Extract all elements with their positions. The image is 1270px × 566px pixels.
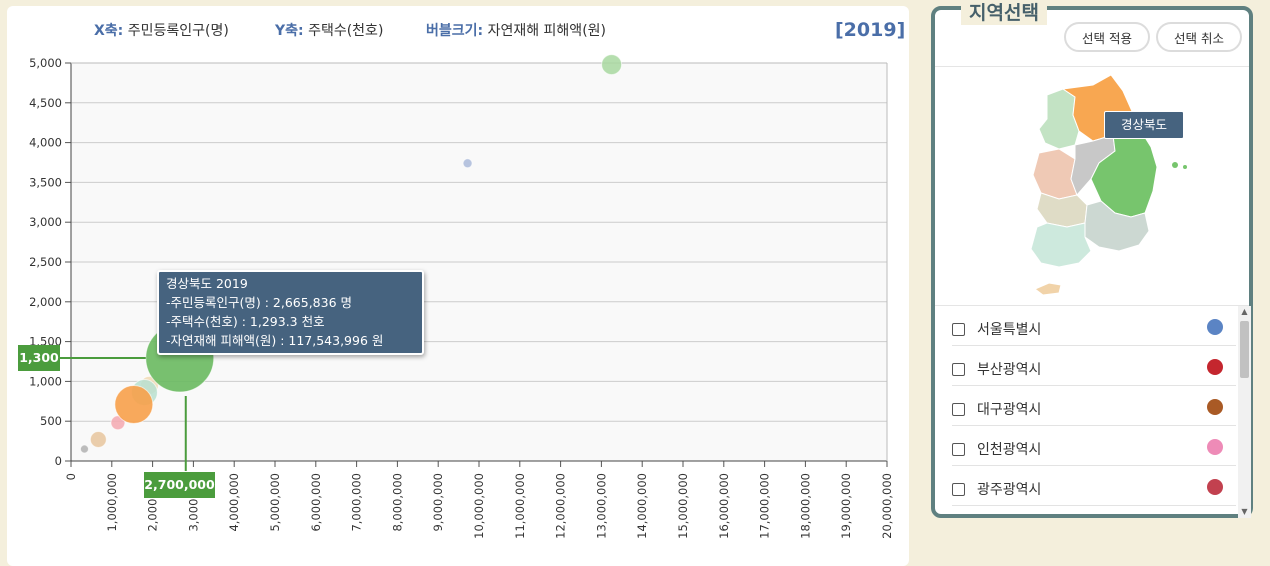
legend-size-value: 자연재해 피해액(원) [487,23,606,39]
x-tick-label: 6,000,000 [309,473,323,532]
scroll-thumb[interactable] [1240,321,1249,378]
bubble-tooltip: 경상북도 2019 -주민등록인구(명) : 2,665,836 명 -주택수(… [157,270,424,355]
y-tick-label: 5,000 [29,56,62,70]
x-tick-label: 1,000,000 [105,473,119,532]
map-region-chungnam[interactable] [1032,148,1078,200]
region-checkbox[interactable] [952,403,965,416]
map-region-jeju[interactable] [1034,282,1062,296]
x-tick-label: 9,000,000 [431,473,445,532]
bubble-point [462,158,473,169]
tooltip-title: 경상북도 2019 [166,276,248,291]
region-select-panel: 지역선택 선택 적용 선택 취소 경상북도 서울특별시 부산광역시 [931,0,1253,518]
region-color-dot [1207,319,1223,335]
y-tick-label: 1,000 [29,374,62,388]
x-tick-label: 20,000,000 [880,473,894,539]
apply-selection-button[interactable]: 선택 적용 [1064,22,1150,52]
map-region-gyeonggi[interactable] [1038,88,1080,150]
x-tick-label: 0 [64,473,78,480]
y-tick-label: 500 [40,414,62,428]
x-tick-label: 8,000,000 [390,473,404,532]
region-item[interactable] [952,506,1236,518]
x-tick-label: 14,000,000 [635,473,649,539]
bubble-point [89,431,107,449]
y-tick-label: 0 [55,454,62,468]
legend-y-key: Y축: [275,23,304,39]
bubble-point [114,384,154,424]
guide-lines [55,357,187,471]
map-region-jeonnam[interactable] [1030,222,1092,268]
bubble-chart: 05001,0001,5002,0002,5003,0003,5004,0004… [29,54,894,539]
y-tick-label: 3,000 [29,215,62,229]
map-island-dokdo [1183,165,1187,169]
x-tick-label: 18,000,000 [798,473,812,539]
region-panel-title: 지역선택 [961,0,1047,25]
y-tick-label: 4,000 [29,136,62,150]
region-label: 부산광역시 [977,362,1042,378]
cancel-selection-button[interactable]: 선택 취소 [1156,22,1242,52]
y-tick-label: 2,500 [29,255,62,269]
scroll-up-arrow-icon[interactable]: ▲ [1241,307,1248,316]
map-island-ulleung [1172,162,1178,168]
legend-y: Y축: 주택수(천호) [275,20,383,40]
region-color-dot [1207,439,1223,455]
y-tick-label: 2,000 [29,295,62,309]
region-checkbox[interactable] [952,363,965,376]
legend-y-value: 주택수(천호) [308,23,384,39]
x-tick-label: 17,000,000 [758,473,772,539]
x-tick-label: 16,000,000 [717,473,731,539]
region-list-scrollbar[interactable]: ▲ ▼ [1238,306,1251,518]
region-color-dot [1207,359,1223,375]
map-region-tooltip: 경상북도 [1104,111,1184,139]
x-tick-label: 4,000,000 [227,473,241,532]
region-label: 광주광역시 [977,482,1042,498]
legend-size: 버블크기: 자연재해 피해액(원) [426,20,606,40]
scroll-down-arrow-icon[interactable]: ▼ [1241,507,1248,516]
tooltip-housing: -주택수(천호) : 1,293.3 천호 [166,314,325,329]
x-tick-label: 15,000,000 [676,473,690,539]
region-label: 서울특별시 [977,322,1042,338]
x-tick-label: 5,000,000 [268,473,282,532]
x-tick-label: 13,000,000 [594,473,608,539]
region-item[interactable]: 인천광역시 [952,426,1236,466]
x-value-callout: 2,700,000 [144,472,215,498]
year-label: [2019] [835,19,906,41]
region-item[interactable]: 광주광역시 [952,466,1236,506]
x-tick-label: 10,000,000 [472,473,486,539]
bubble-point [79,444,89,454]
tooltip-damage: -자연재해 피해액(원) : 117,543,996 원 [166,333,384,348]
chart-panel: 0 500 1,000 1,500 2,000 2,500 3,000 3,500 4,000 4… [7,6,909,566]
region-item[interactable]: 서울특별시 [952,306,1236,346]
legend-x-key: X축: [94,23,124,39]
korea-map: 경상북도 [935,66,1249,306]
y-tick-label: 4,500 [29,96,62,110]
map-region-jeonbuk[interactable] [1036,192,1088,228]
region-item[interactable]: 부산광역시 [952,346,1236,386]
x-tick-label: 7,000,000 [350,473,364,532]
korea-map-svg [1030,74,1187,296]
bubble-point [601,54,623,76]
region-checkbox[interactable] [952,443,965,456]
region-color-dot [1207,399,1223,415]
region-checkbox[interactable] [952,483,965,496]
region-list: 서울특별시 부산광역시 대구광역시 인천광역시 광주광역시 [935,306,1237,518]
region-checkbox[interactable] [952,323,965,336]
x-tick-label: 11,000,000 [513,473,527,539]
y-tick-label: 3,500 [29,175,62,189]
legend-x: X축: 주민등록인구(명) [94,20,229,40]
y-value-callout: 1,300 [18,345,60,371]
region-label: 인천광역시 [977,442,1042,458]
x-tick-label: 19,000,000 [839,473,853,539]
tooltip-population: -주민등록인구(명) : 2,665,836 명 [166,295,353,310]
region-label: 대구광역시 [977,402,1042,418]
region-color-dot [1207,479,1223,495]
legend-size-key: 버블크기: [426,23,484,39]
region-item[interactable]: 대구광역시 [952,386,1236,426]
grid-lines [71,62,887,461]
legend-x-value: 주민등록인구(명) [127,23,229,39]
x-tick-label: 12,000,000 [554,473,568,539]
